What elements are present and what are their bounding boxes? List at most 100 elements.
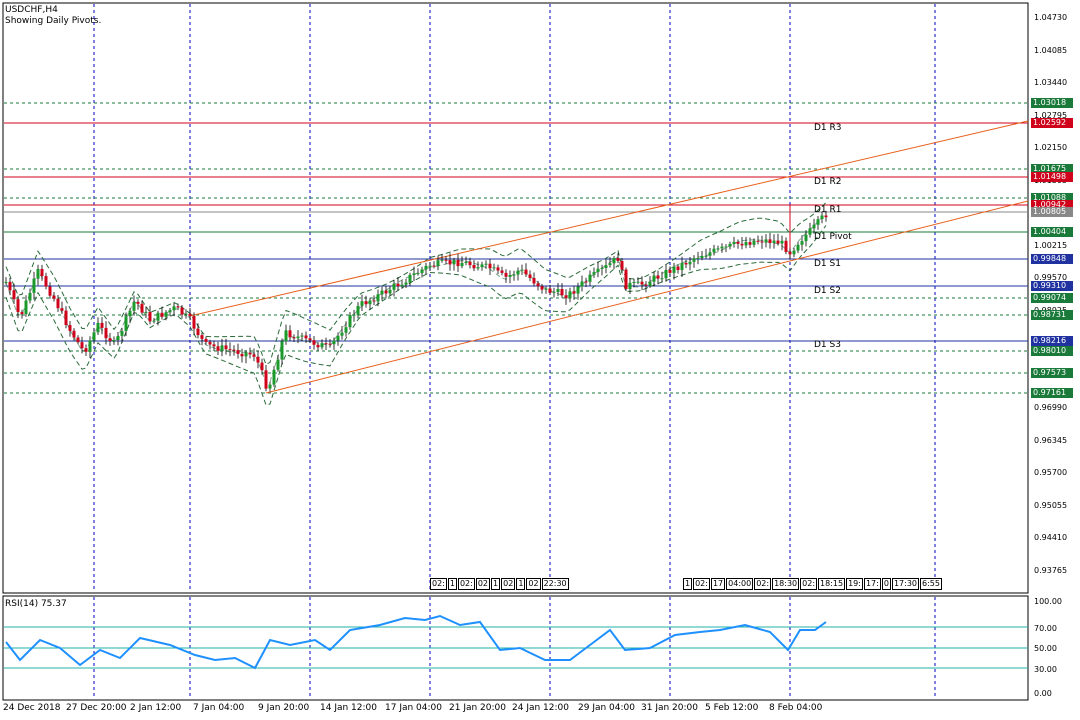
candle-body [160, 312, 164, 317]
candle-body [580, 281, 584, 287]
time-axis-label: 14 Jan 12:00 [320, 703, 377, 713]
time-axis-label: 29 Jan 04:00 [578, 703, 635, 713]
candle-body [708, 252, 712, 256]
candle-body [112, 340, 116, 342]
pivot-label: D1 S2 [814, 286, 841, 296]
candle-body [480, 264, 484, 268]
candle-body [92, 332, 96, 341]
trend-channel [189, 120, 1029, 394]
price-axis-label: 0.94410 [1034, 533, 1068, 542]
candle-body [812, 224, 816, 229]
candle-body [452, 259, 456, 265]
price-level-box: 1.03018 [1031, 98, 1073, 108]
time-marker-box: 02: [693, 578, 710, 590]
rsi-line [5, 614, 827, 670]
candle-body [416, 273, 420, 275]
candle-body [792, 250, 796, 255]
candle-body [232, 349, 236, 351]
candle-body [624, 269, 628, 289]
candle-body [388, 289, 392, 294]
candle-body [332, 340, 336, 345]
candle-body [408, 274, 412, 283]
candle-body [216, 346, 220, 351]
candle-body [644, 284, 648, 286]
candle-body [768, 239, 772, 243]
time-marker-box: 02: [430, 578, 447, 590]
candlesticks [4, 210, 828, 392]
candle-body [628, 282, 632, 289]
candle-body [668, 269, 672, 273]
candle-body [468, 261, 472, 266]
rsi-title: RSI(14) 75.37 [5, 599, 67, 609]
candle-body [752, 240, 756, 245]
candle-body [156, 312, 160, 321]
price-axis-label: 0.96990 [1034, 403, 1068, 412]
candle-body [648, 281, 652, 286]
candle-body [500, 270, 504, 273]
candle-body [108, 338, 112, 342]
time-marker-box: 02: [800, 578, 818, 590]
price-axis-label: 1.04085 [1034, 45, 1068, 55]
candle-body [4, 281, 8, 283]
candle-body [496, 267, 500, 271]
candle-body [140, 303, 144, 313]
channel-lower-line [265, 200, 1029, 394]
price-level-box: 1.00942 [1031, 200, 1073, 210]
candle-body [360, 301, 364, 306]
time-marker-box: 17:30 [891, 578, 919, 590]
price-level-box: 1.02592 [1031, 118, 1073, 128]
candle-body [764, 239, 768, 243]
candle-body [68, 325, 72, 331]
candle-body [428, 265, 432, 267]
time-marker-box: 19: [846, 578, 863, 590]
candle-body [16, 299, 20, 313]
candle-body [36, 269, 40, 279]
time-axis-label: 7 Jan 04:00 [193, 703, 245, 713]
candle-body [224, 345, 228, 350]
time-marker-box: 1 [491, 578, 501, 590]
candle-body [348, 315, 352, 328]
time-axis-label: 9 Jan 20:00 [258, 703, 310, 713]
candle-body [476, 267, 480, 269]
candle-body [376, 294, 380, 302]
time-axis-label: 24 Dec 2018 [3, 703, 61, 713]
candle-body [196, 328, 200, 336]
candle-body [124, 316, 128, 332]
candle-body [412, 273, 416, 275]
time-marker-box: 02: [457, 578, 475, 590]
time-axis-label: 2 Jan 12:00 [130, 703, 182, 713]
candle-body [436, 260, 440, 266]
candle-body [12, 290, 16, 300]
candle-body [144, 311, 148, 313]
candle-body [548, 288, 552, 293]
pivot-label: D1 R1 [814, 205, 842, 215]
candle-body [608, 263, 612, 266]
time-marker-box: 1 [683, 578, 693, 590]
candle-body [660, 278, 664, 280]
candle-body [368, 300, 372, 305]
candle-body [204, 338, 208, 342]
time-marker-box: 04:00 [726, 578, 754, 590]
candle-body [120, 331, 124, 336]
candle-body [236, 350, 240, 354]
candle-body [576, 286, 580, 294]
candle-body [320, 343, 324, 348]
candle-body [420, 269, 424, 274]
candle-body [680, 262, 684, 271]
pivot-label: D1 R2 [814, 177, 842, 187]
candle-body [696, 258, 700, 259]
price-axis-label: 1.02795 [1034, 110, 1068, 120]
candle-body [244, 352, 248, 357]
candle-body [616, 258, 620, 261]
candle-body [712, 248, 716, 253]
candle-body [276, 359, 280, 370]
time-marker-box: 18:30 [772, 578, 800, 590]
candle-body [804, 234, 808, 242]
candle-body [432, 265, 436, 267]
candle-body [588, 274, 592, 282]
candle-body [396, 283, 400, 287]
candle-body [312, 340, 316, 345]
candle-body [748, 242, 752, 245]
candle-body [88, 340, 92, 352]
